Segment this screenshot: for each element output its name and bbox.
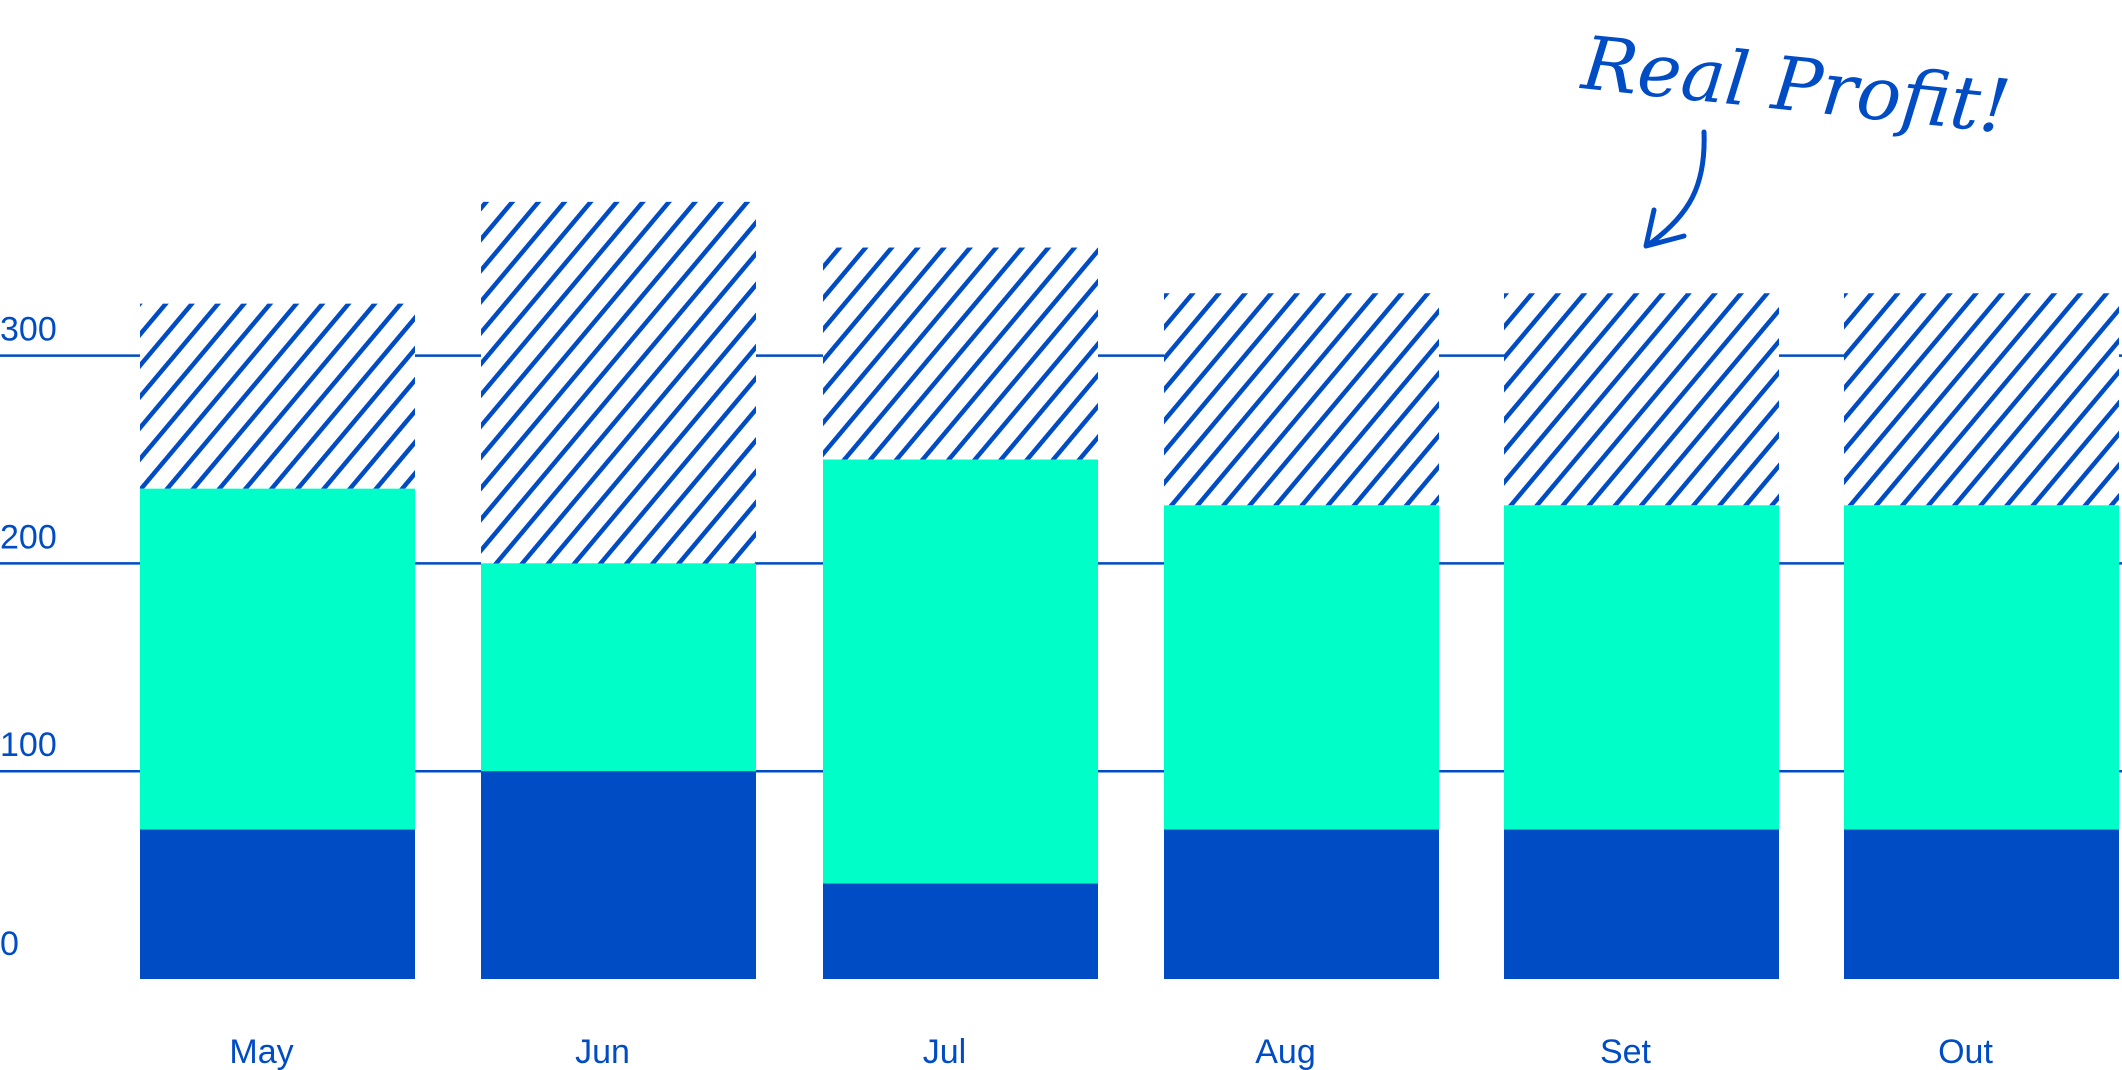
x-category-label: Set [1600, 1033, 1652, 1070]
bar-aug-middle [1164, 505, 1439, 830]
bars [140, 201, 2119, 979]
bar-jun-base [481, 771, 756, 979]
y-axis-ticks: 0 100 200 300 [0, 311, 57, 963]
arrowhead-icon [1643, 207, 1687, 249]
x-category-label: Jul [923, 1033, 966, 1070]
x-category-label: Out [1938, 1033, 1993, 1070]
bar-may-real-profit [140, 303, 415, 489]
bar-out-base [1844, 829, 2119, 979]
y-tick-label: 0 [0, 925, 19, 963]
bar-jul-real-profit [823, 247, 1098, 460]
bar-out-middle [1844, 505, 2119, 830]
x-category-label: May [229, 1033, 293, 1070]
bar-jul-middle [823, 459, 1098, 884]
bar-set-middle [1504, 505, 1779, 830]
bar-may-middle [140, 488, 415, 830]
annotation-arrow-icon [1645, 129, 1707, 248]
x-category-label: Aug [1255, 1033, 1316, 1070]
y-tick-label: 300 [0, 311, 57, 349]
y-tick-label: 100 [0, 726, 57, 764]
bar-jun-real-profit [481, 201, 756, 564]
x-axis-labels: May Jun Jul Aug Set Out [229, 1033, 1993, 1070]
y-tick-label: 200 [0, 518, 57, 556]
bar-jun-middle [481, 563, 756, 772]
annotation-label: Real Profit! [1576, 20, 2014, 151]
x-category-label: Jun [575, 1033, 630, 1070]
bar-out-real-profit [1844, 293, 2119, 506]
bar-jul-base [823, 883, 1098, 979]
bar-aug-real-profit [1164, 293, 1439, 506]
bar-aug-base [1164, 829, 1439, 979]
bar-set-base [1504, 829, 1779, 979]
bar-may-base [140, 829, 415, 979]
annotation: Real Profit! [1576, 20, 2014, 249]
bar-set-real-profit [1504, 293, 1779, 506]
